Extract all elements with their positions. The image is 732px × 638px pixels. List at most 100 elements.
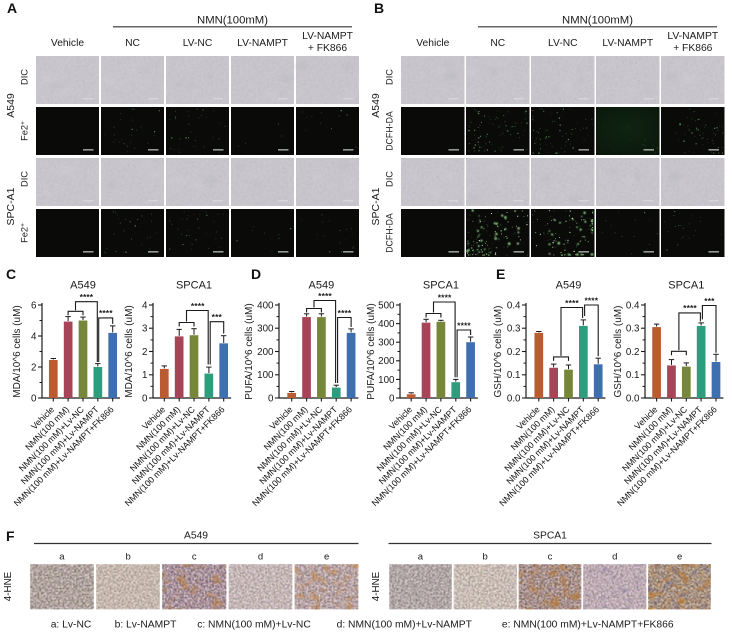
svg-text:a: Lv-NC: a: Lv-NC [51, 620, 92, 631]
svg-text:****: **** [438, 292, 452, 302]
svg-text:500: 500 [378, 300, 395, 311]
svg-text:100: 100 [257, 370, 274, 381]
svg-text:d: d [612, 552, 617, 563]
svg-text:SPCA1: SPCA1 [176, 280, 212, 292]
svg-text:LV-NAMPT: LV-NAMPT [667, 31, 718, 42]
svg-text:e: NMN(100 mM)+Lv-NAMPT+FK866: e: NMN(100 mM)+Lv-NAMPT+FK866 [502, 620, 674, 631]
svg-text:a: a [59, 552, 65, 563]
svg-text:SPC-A1: SPC-A1 [370, 187, 382, 225]
svg-text:4-HNE: 4-HNE [3, 571, 14, 601]
svg-text:GSH/10^6 cells (uM): GSH/10^6 cells (uM) [493, 306, 504, 398]
svg-text:SPCA1: SPCA1 [423, 280, 459, 292]
svg-text:0.4: 0.4 [626, 300, 640, 311]
svg-text:E: E [496, 266, 505, 282]
svg-text:0.0: 0.0 [507, 393, 521, 404]
svg-text:0.3: 0.3 [507, 324, 521, 335]
svg-text:****: **** [338, 308, 352, 318]
svg-text:e: e [324, 552, 329, 563]
svg-text:MDA/10^6 cells (uM): MDA/10^6 cells (uM) [124, 305, 135, 398]
svg-text:GSH/10^6 cells (uM): GSH/10^6 cells (uM) [613, 306, 624, 398]
svg-text:****: **** [584, 295, 598, 305]
svg-text:d: NMN(100 mM)+Lv-NAMPT: d: NMN(100 mM)+Lv-NAMPT [337, 620, 473, 631]
svg-text:D: D [251, 266, 261, 282]
svg-text:0.0: 0.0 [626, 393, 640, 404]
svg-text:400: 400 [378, 319, 395, 330]
svg-text:LV-NAMPT: LV-NAMPT [237, 38, 288, 49]
svg-text:1: 1 [142, 370, 147, 381]
svg-text:b: b [125, 552, 130, 563]
svg-text:A549: A549 [370, 93, 382, 118]
svg-text:0.4: 0.4 [507, 300, 521, 311]
svg-text:SPC-A1: SPC-A1 [5, 187, 17, 225]
svg-text:200: 200 [257, 347, 274, 358]
svg-text:c: NMN(100 mM)+Lv-NC: c: NMN(100 mM)+Lv-NC [197, 620, 311, 631]
svg-text:+ FK866: + FK866 [308, 43, 347, 54]
svg-text:Vehicle: Vehicle [416, 38, 449, 49]
svg-text:A: A [7, 0, 17, 16]
svg-text:SPCA1: SPCA1 [533, 531, 567, 542]
svg-text:DIC: DIC [20, 69, 30, 85]
svg-text:400: 400 [257, 300, 274, 311]
svg-text:b: b [483, 552, 488, 563]
svg-text:LV-NAMPT: LV-NAMPT [302, 31, 353, 42]
svg-text:2: 2 [142, 347, 147, 358]
svg-text:A549: A549 [309, 280, 335, 292]
svg-text:DCFH-DA: DCFH-DA [385, 111, 395, 151]
svg-text:4-HNE: 4-HNE [371, 571, 382, 601]
svg-text:****: **** [99, 308, 113, 318]
svg-text:A549: A549 [184, 531, 208, 542]
svg-text:Fe2+: Fe2+ [20, 121, 30, 141]
svg-text:a: a [418, 552, 424, 563]
svg-text:A549: A549 [556, 280, 582, 292]
svg-text:NC: NC [490, 38, 505, 49]
svg-text:300: 300 [378, 338, 395, 349]
svg-text:SPCA1: SPCA1 [668, 280, 704, 292]
svg-text:100: 100 [378, 375, 395, 386]
svg-text:0: 0 [268, 393, 274, 404]
svg-text:3: 3 [142, 324, 148, 335]
svg-text:0.1: 0.1 [507, 370, 521, 381]
svg-text:0: 0 [31, 393, 37, 404]
svg-text:e: e [677, 552, 682, 563]
svg-text:MDA/10^6 cells (uM): MDA/10^6 cells (uM) [12, 305, 23, 398]
svg-text:Fe2+: Fe2+ [20, 223, 30, 243]
svg-text:LV-NC: LV-NC [183, 38, 213, 49]
svg-text:***: *** [212, 312, 223, 322]
svg-text:4: 4 [31, 331, 37, 342]
svg-text:NMN(100mM): NMN(100mM) [197, 15, 268, 27]
svg-text:****: **** [80, 292, 94, 302]
svg-text:0: 0 [142, 393, 148, 404]
svg-text:C: C [6, 266, 16, 282]
svg-text:Vehicle: Vehicle [51, 38, 84, 49]
svg-text:PUFA/10^6 cells (uM): PUFA/10^6 cells (uM) [366, 303, 377, 399]
svg-text:****: **** [318, 291, 332, 301]
svg-text:+ FK866: + FK866 [673, 43, 712, 54]
svg-text:F: F [6, 528, 15, 544]
svg-text:4: 4 [142, 300, 148, 311]
svg-text:LV-NC: LV-NC [548, 38, 578, 49]
svg-text:6: 6 [31, 300, 37, 311]
svg-text:LV-NAMPT: LV-NAMPT [602, 38, 653, 49]
svg-text:0.2: 0.2 [626, 347, 640, 358]
svg-text:NMN(100mM): NMN(100mM) [562, 15, 633, 27]
svg-text:NC: NC [125, 38, 140, 49]
svg-text:****: **** [191, 301, 205, 311]
svg-text:DIC: DIC [385, 171, 395, 187]
svg-text:A549: A549 [70, 280, 96, 292]
svg-text:A549: A549 [5, 93, 17, 118]
svg-text:0.1: 0.1 [626, 370, 640, 381]
svg-text:0: 0 [389, 393, 395, 404]
svg-text:c: c [548, 552, 553, 563]
svg-text:200: 200 [378, 356, 395, 367]
svg-text:2: 2 [31, 362, 36, 373]
svg-text:****: **** [457, 320, 471, 330]
svg-text:****: **** [565, 298, 579, 308]
svg-text:DCFH-DA: DCFH-DA [385, 213, 395, 253]
svg-text:***: *** [704, 296, 715, 306]
svg-text:0.3: 0.3 [626, 324, 640, 335]
svg-text:DIC: DIC [385, 69, 395, 85]
svg-text:c: c [192, 552, 197, 563]
svg-text:300: 300 [257, 324, 274, 335]
svg-text:0.2: 0.2 [507, 347, 521, 358]
svg-text:b: Lv-NAMPT: b: Lv-NAMPT [115, 620, 178, 631]
